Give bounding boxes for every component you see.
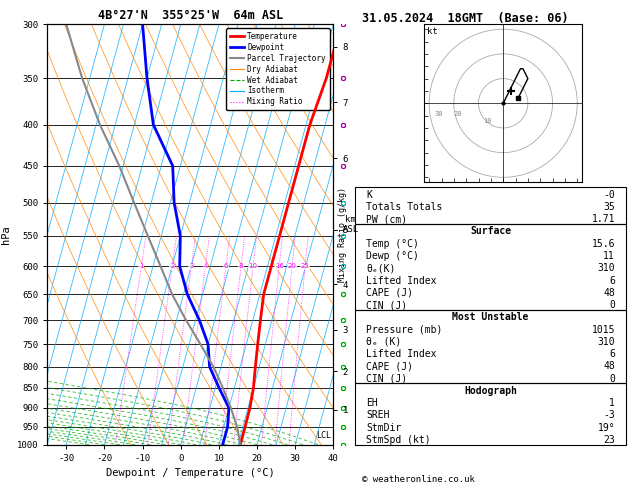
Text: 15.6: 15.6 bbox=[591, 239, 615, 249]
X-axis label: Dewpoint / Temperature (°C): Dewpoint / Temperature (°C) bbox=[106, 469, 275, 478]
Text: CAPE (J): CAPE (J) bbox=[366, 362, 413, 371]
Text: 48: 48 bbox=[603, 288, 615, 298]
Bar bbox=[355, 383, 626, 445]
Text: 20: 20 bbox=[287, 263, 296, 269]
Text: -3: -3 bbox=[603, 411, 615, 420]
Text: Mixing Ratio (g/kg): Mixing Ratio (g/kg) bbox=[338, 187, 347, 282]
Bar bbox=[355, 224, 626, 310]
Text: 0: 0 bbox=[609, 300, 615, 310]
Text: 6: 6 bbox=[224, 263, 228, 269]
Text: 1: 1 bbox=[139, 263, 143, 269]
Legend: Temperature, Dewpoint, Parcel Trajectory, Dry Adiabat, Wet Adiabat, Isotherm, Mi: Temperature, Dewpoint, Parcel Trajectory… bbox=[226, 28, 330, 110]
Text: 1: 1 bbox=[609, 398, 615, 408]
Text: kt: kt bbox=[427, 27, 438, 36]
Text: PW (cm): PW (cm) bbox=[366, 214, 408, 224]
Text: 4: 4 bbox=[203, 263, 208, 269]
Text: 2: 2 bbox=[170, 263, 174, 269]
Text: 16: 16 bbox=[275, 263, 284, 269]
Text: 3: 3 bbox=[189, 263, 194, 269]
Text: 20: 20 bbox=[454, 111, 462, 117]
Text: 6: 6 bbox=[609, 276, 615, 286]
Text: 10: 10 bbox=[248, 263, 257, 269]
Text: 35: 35 bbox=[603, 202, 615, 212]
Text: θₑ (K): θₑ (K) bbox=[366, 337, 401, 347]
Text: 6: 6 bbox=[609, 349, 615, 359]
Text: © weatheronline.co.uk: © weatheronline.co.uk bbox=[362, 474, 474, 484]
Text: 310: 310 bbox=[598, 337, 615, 347]
Text: 25: 25 bbox=[301, 263, 309, 269]
Text: θₑ(K): θₑ(K) bbox=[366, 263, 396, 273]
Text: CAPE (J): CAPE (J) bbox=[366, 288, 413, 298]
Text: 8: 8 bbox=[239, 263, 243, 269]
Text: StmSpd (kt): StmSpd (kt) bbox=[366, 435, 431, 445]
Y-axis label: km
ASL: km ASL bbox=[342, 215, 359, 235]
Y-axis label: hPa: hPa bbox=[1, 225, 11, 244]
Text: Totals Totals: Totals Totals bbox=[366, 202, 443, 212]
Text: Surface: Surface bbox=[470, 226, 511, 237]
Title: 4B°27'N  355°25'W  64m ASL: 4B°27'N 355°25'W 64m ASL bbox=[97, 9, 283, 22]
Text: Lifted Index: Lifted Index bbox=[366, 276, 437, 286]
Text: CIN (J): CIN (J) bbox=[366, 300, 408, 310]
Text: Temp (°C): Temp (°C) bbox=[366, 239, 419, 249]
Text: 31.05.2024  18GMT  (Base: 06): 31.05.2024 18GMT (Base: 06) bbox=[362, 12, 568, 25]
Text: 11: 11 bbox=[603, 251, 615, 261]
Text: 10: 10 bbox=[484, 118, 492, 124]
Text: 310: 310 bbox=[598, 263, 615, 273]
Text: Hodograph: Hodograph bbox=[464, 386, 517, 396]
Bar bbox=[355, 187, 626, 224]
Text: 30: 30 bbox=[434, 111, 443, 117]
Text: K: K bbox=[366, 190, 372, 200]
Text: EH: EH bbox=[366, 398, 378, 408]
Text: Pressure (mb): Pressure (mb) bbox=[366, 325, 443, 334]
Text: 48: 48 bbox=[603, 362, 615, 371]
Text: 0: 0 bbox=[609, 374, 615, 383]
Bar bbox=[355, 310, 626, 383]
Text: CIN (J): CIN (J) bbox=[366, 374, 408, 383]
Text: 1.71: 1.71 bbox=[591, 214, 615, 224]
Text: StmDir: StmDir bbox=[366, 423, 401, 433]
Text: SREH: SREH bbox=[366, 411, 390, 420]
Text: 19°: 19° bbox=[598, 423, 615, 433]
Text: Most Unstable: Most Unstable bbox=[452, 312, 529, 322]
Text: -0: -0 bbox=[603, 190, 615, 200]
Text: 23: 23 bbox=[603, 435, 615, 445]
Text: Dewp (°C): Dewp (°C) bbox=[366, 251, 419, 261]
Text: 1015: 1015 bbox=[591, 325, 615, 334]
Text: LCL: LCL bbox=[316, 431, 331, 440]
Text: Lifted Index: Lifted Index bbox=[366, 349, 437, 359]
